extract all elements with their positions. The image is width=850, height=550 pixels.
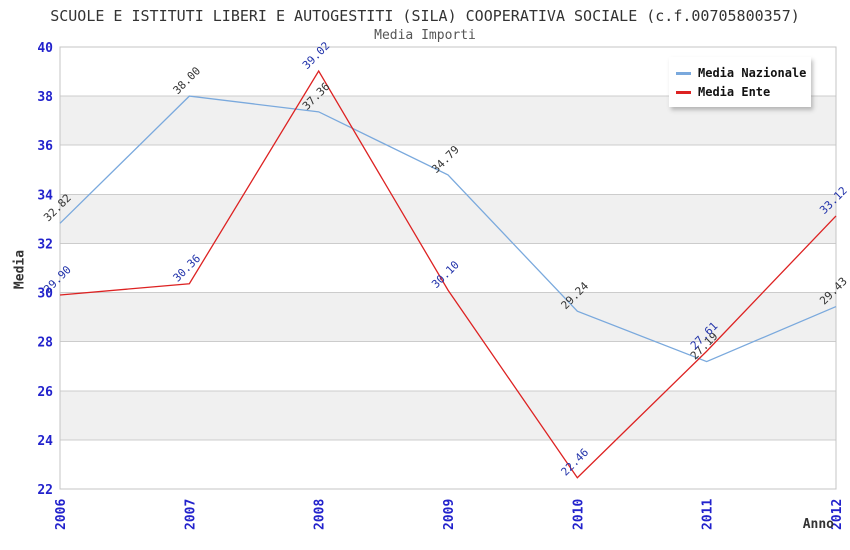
y-tick-label: 24 [37,434,53,449]
y-tick-label: 36 [37,139,53,154]
point-label: 29.90 [41,263,74,296]
x-tick-label: 2007 [183,499,198,530]
legend-swatch-line-icon [676,71,691,75]
plot-band [60,390,836,440]
x-tick-label: 2006 [54,499,69,530]
chart-title: SCUOLE E ISTITUTI LIBERI E AUTOGESTITI (… [50,7,800,25]
y-tick-label: 28 [37,336,53,351]
plot-border [59,46,837,490]
legend: Media Nazionale Media Ente [669,57,811,107]
y-tick-label: 32 [37,237,53,252]
x-tick-label: 2012 [830,499,845,530]
y-tick-label: 22 [37,483,53,498]
point-label: 39.02 [300,39,333,72]
y-tick-label: 34 [37,188,53,203]
point-label: 38.00 [171,64,204,97]
y-tick-label: 26 [37,385,53,400]
y-tick-label: 40 [37,41,53,56]
plot-band [60,292,836,342]
y-axis-label: Media [12,249,28,290]
x-tick-label: 2010 [571,499,586,530]
legend-item: Media Nazionale [676,65,807,81]
series-line-media-nazionale [59,95,837,363]
legend-item: Media Ente [676,84,803,100]
legend-label: Media Nazionale [698,66,807,80]
y-tick-label: 38 [37,90,53,105]
series-line-media-ente [59,69,837,479]
x-tick-label: 2009 [442,499,457,530]
y-tick-label: 30 [37,287,53,302]
plot-band [60,194,836,244]
point-label: 34.79 [429,143,462,176]
chart-subtitle: Media Importi [374,28,476,43]
legend-swatch-line-icon [676,90,691,94]
x-tick-label: 2011 [701,499,716,530]
x-tick-label: 2008 [313,499,328,530]
x-axis-label: Anno [802,517,834,532]
legend-label: Media Ente [698,85,771,99]
